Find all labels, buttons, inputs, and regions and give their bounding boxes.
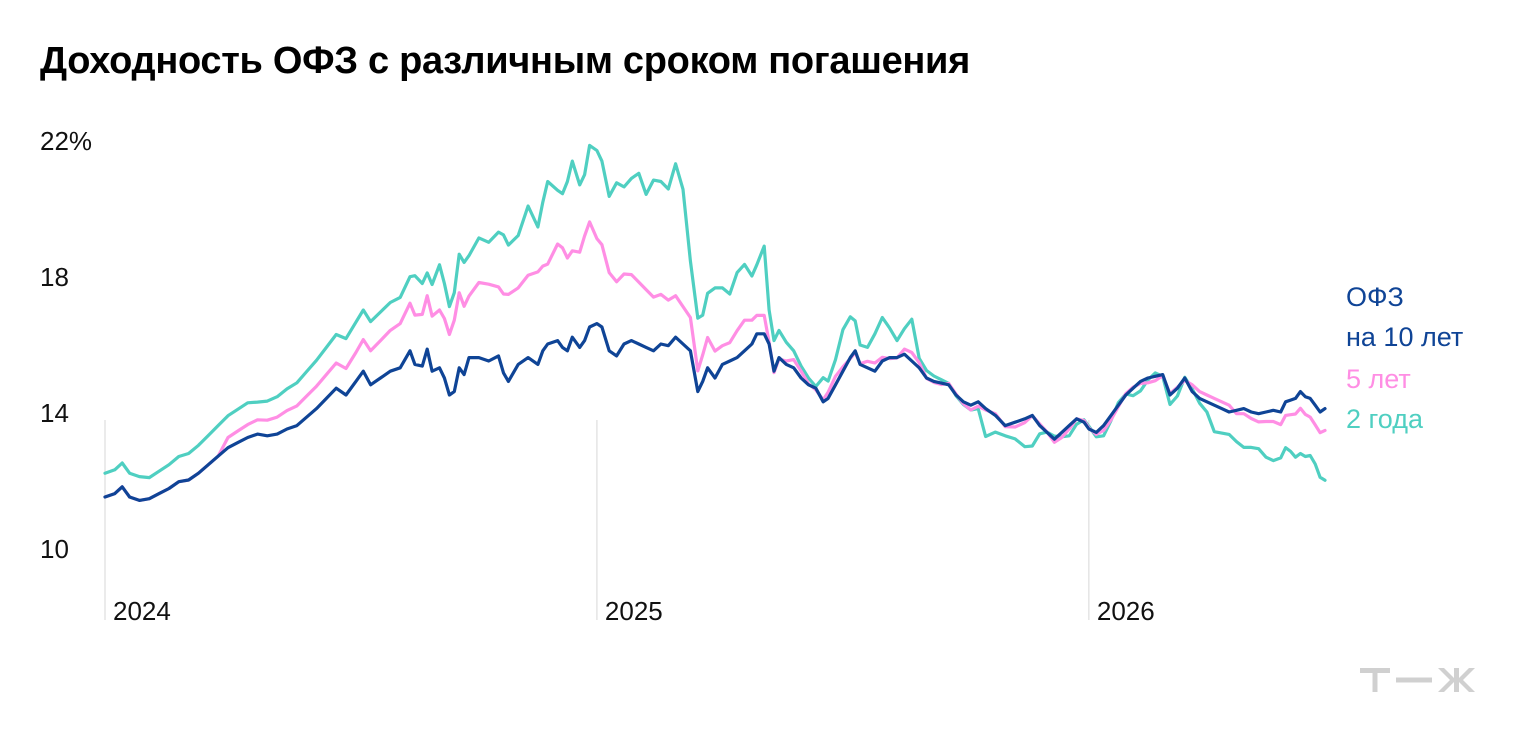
- y-tick-label: 14: [40, 398, 69, 428]
- legend-label: 2 года: [1346, 404, 1424, 434]
- x-tick-label: 2026: [1097, 596, 1155, 626]
- x-tick-label: 2024: [113, 596, 171, 626]
- legend-label: на 10 лет: [1346, 322, 1463, 352]
- y-tick-label: 10: [40, 534, 69, 564]
- y-tick-label: 18: [40, 262, 69, 292]
- legend-label: ОФЗ: [1346, 282, 1404, 312]
- series-line-ОФЗ-на-10-лет: [103, 322, 1327, 502]
- x-axis-ticks: 2024 2025 2026: [113, 596, 1155, 626]
- y-axis-ticks: 22% 18 14 10: [40, 126, 92, 564]
- series-line-2-года: [103, 143, 1327, 482]
- y-tick-label: 22%: [40, 126, 92, 156]
- legend-label: 5 лет: [1346, 364, 1411, 394]
- year-gridlines: [104, 420, 1090, 620]
- series-lines: [103, 143, 1327, 502]
- tzh-logo: [1360, 668, 1475, 692]
- chart-title: Доходность ОФЗ с различным сроком погаше…: [40, 40, 970, 82]
- series-line-5-лет: [103, 220, 1327, 502]
- legend: ОФЗ на 10 лет 5 лет 2 года: [1346, 282, 1463, 434]
- x-tick-label: 2025: [605, 596, 663, 626]
